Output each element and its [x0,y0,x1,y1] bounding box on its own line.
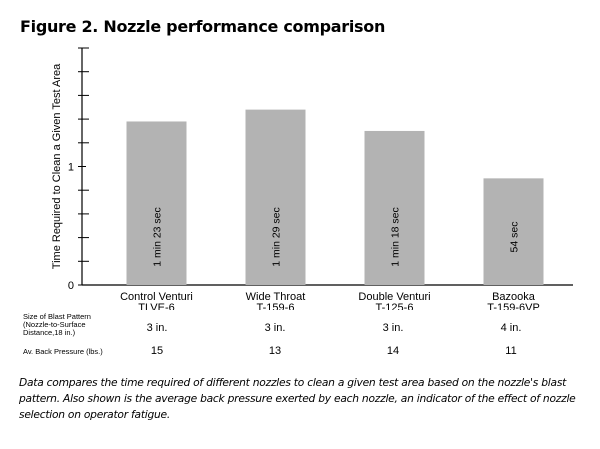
x-tick-label: T-159-6 [257,302,295,310]
back-pressure-value: 14 [386,345,400,357]
bar-data-label: 1 min 29 sec [271,207,283,267]
y-tick-label: 0 [68,280,74,292]
bar [483,178,544,285]
bar-data-label: 1 min 18 sec [390,207,402,267]
blast-pattern-value: 3 in. [382,322,404,334]
blast-pattern-label: Size of Blast Pattern (Nozzle-to-Surface… [23,313,91,337]
back-pressure-value: 15 [150,345,164,357]
x-tick-label: Wide Throat [246,291,306,303]
x-tick-label: T-159-6VP [487,302,540,310]
x-tick-label: Control Venturi [120,291,193,303]
bar-data-label: 1 min 23 sec [152,207,164,267]
bar [126,121,187,285]
back-pressure-value: 13 [268,345,282,357]
back-pressure-value: 11 [505,345,517,357]
bar [364,130,425,285]
figure-title: Figure 2. Nozzle performance comparison [20,17,386,36]
back-pressure-label: Av. Back Pressure (lbs.) [23,347,103,356]
x-tick-label: T-125-6 [376,302,414,310]
y-axis-label: Time Required to Clean a Given Test Area [51,63,63,269]
bar-data-label: 54 sec [509,222,521,253]
blast-pattern-label-line: Size of Blast Pattern [23,312,91,321]
x-tick-label: TLVE-6 [138,302,174,310]
x-tick-label: Bazooka [492,291,536,303]
bar-chart: Time Required to Clean a Given Test Area… [51,47,573,310]
blast-pattern-value: 3 in. [146,322,168,334]
x-tick-label: Double Venturi [358,291,430,303]
bar [245,109,306,286]
blast-pattern-label-line: (Nozzle-to-Surface [23,320,86,329]
y-tick-label: 1 [68,162,74,174]
figure-caption: Data compares the time required of diffe… [19,376,576,421]
blast-pattern-value: 3 in. [264,322,286,334]
blast-pattern-label-line: Distance,18 in.) [23,328,76,337]
blast-pattern-value: 4 in. [500,322,522,334]
